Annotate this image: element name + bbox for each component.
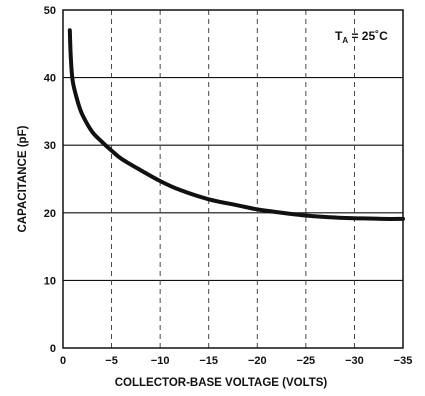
x-tick-label: −5 <box>105 355 118 367</box>
y-tick-label: 30 <box>44 140 56 152</box>
x-tick-label: 0 <box>60 355 66 367</box>
y-axis-title: CAPACITANCE (pF) <box>17 125 29 232</box>
x-tick-label: −25 <box>297 355 316 367</box>
y-tick-labels: 0 10 20 30 40 50 <box>44 5 56 355</box>
x-tick-label: −15 <box>199 355 218 367</box>
x-tick-label: −10 <box>151 355 170 367</box>
annotation-sub: A <box>342 36 348 45</box>
series-group <box>67 28 405 221</box>
y-tick-label: 40 <box>44 73 56 85</box>
y-tick-label: 0 <box>50 343 56 355</box>
x-axis-title: COLLECTOR-BASE VOLTAGE (VOLTS) <box>115 377 328 389</box>
y-tick-label: 20 <box>44 208 56 220</box>
annotation-main: T <box>335 29 343 43</box>
plot-frame <box>62 9 404 349</box>
y-tick-label: 50 <box>44 5 56 17</box>
x-tick-label: −30 <box>345 355 364 367</box>
capacitance-curve <box>67 28 405 221</box>
annotation-rest: = 25˚C <box>348 29 388 43</box>
x-tick-label: −35 <box>394 355 413 367</box>
x-tick-label: −20 <box>248 355 267 367</box>
x-tick-labels: 0 −5 −10 −15 −20 −25 −30 −35 <box>60 355 412 367</box>
y-tick-label: 10 <box>44 275 56 287</box>
grid <box>63 10 403 348</box>
temperature-annotation: TA = 25˚C <box>335 29 388 45</box>
